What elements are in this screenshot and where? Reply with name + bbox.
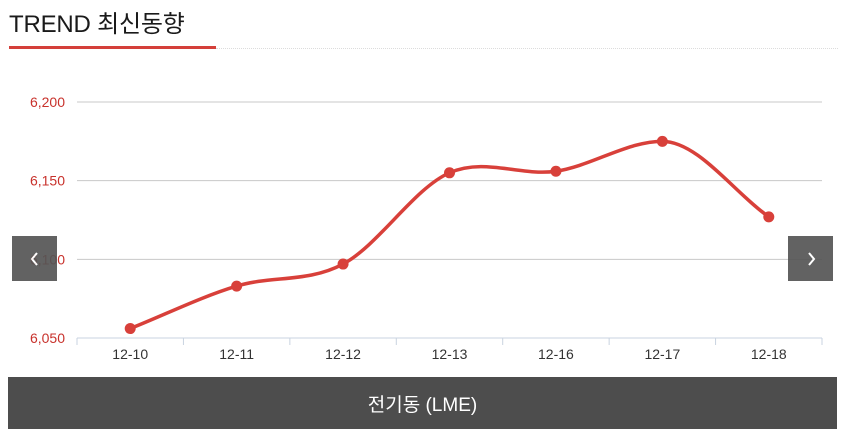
prev-button[interactable] xyxy=(12,236,57,281)
chart-caption-bar: 전기동 (LME) xyxy=(8,377,837,429)
data-points xyxy=(124,135,775,335)
data-point[interactable] xyxy=(763,211,775,223)
data-point[interactable] xyxy=(231,280,243,292)
x-tick-label: 12-17 xyxy=(644,346,680,362)
x-tick-labels: 12-10 12-11 12-12 12-13 12-16 12-17 12-18 xyxy=(112,346,787,362)
data-point[interactable] xyxy=(550,165,562,177)
y-tick-label: 6,150 xyxy=(30,173,65,189)
grid-lines xyxy=(77,101,822,260)
header-divider xyxy=(216,48,838,49)
chevron-right-icon xyxy=(807,251,815,266)
x-tick-label: 12-12 xyxy=(325,346,361,362)
chart-caption: 전기동 (LME) xyxy=(367,394,478,416)
page-title: TREND 최신동향 xyxy=(9,11,185,38)
x-tick-label: 12-11 xyxy=(219,346,254,362)
data-point[interactable] xyxy=(656,135,668,147)
x-tick-label: 12-18 xyxy=(751,346,787,362)
y-tick-label: 6,050 xyxy=(30,330,65,346)
data-point[interactable] xyxy=(124,323,136,335)
title-underline xyxy=(9,46,216,49)
data-point[interactable] xyxy=(444,167,455,179)
x-axis xyxy=(76,337,823,345)
x-tick-label: 12-16 xyxy=(538,346,574,362)
x-tick-label: 12-10 xyxy=(112,346,148,362)
data-point[interactable] xyxy=(337,258,349,270)
next-button[interactable] xyxy=(788,236,833,281)
x-tick-label: 12-13 xyxy=(432,346,468,362)
chevron-left-icon xyxy=(30,251,38,266)
y-tick-label: 6,200 xyxy=(30,94,65,110)
